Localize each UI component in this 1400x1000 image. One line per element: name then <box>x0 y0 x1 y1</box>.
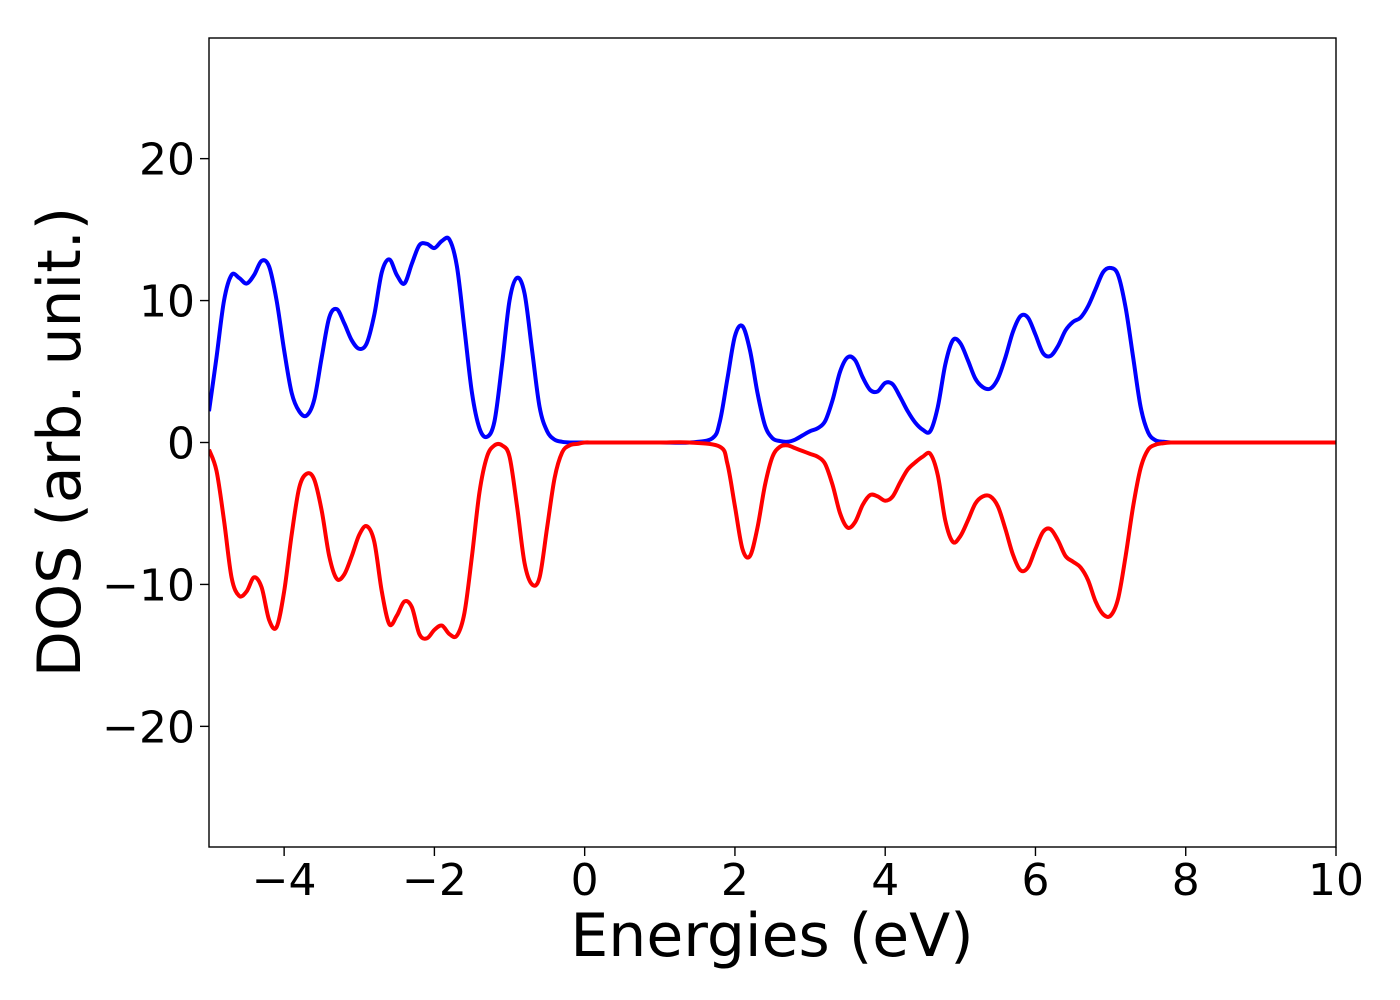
x-tick-label: 2 <box>721 855 749 906</box>
y-axis-ticks: −20 −10 0 10 20 <box>102 135 209 753</box>
series-line-1 <box>209 235 1336 445</box>
x-tick-label: 4 <box>871 855 899 906</box>
x-tick-label: 10 <box>1308 855 1364 906</box>
x-axis-ticks: −4 −2 0 2 4 6 8 10 <box>252 847 1364 906</box>
y-tick-label: −10 <box>102 560 195 611</box>
x-tick-label: −4 <box>252 855 317 906</box>
y-axis-label: DOS (arb. unit.) <box>25 207 95 677</box>
series-layer <box>209 235 1336 641</box>
x-axis-label: Energies (eV) <box>570 901 973 971</box>
x-tick-label: 6 <box>1021 855 1049 906</box>
y-tick-label: 10 <box>139 277 195 328</box>
y-tick-label: −20 <box>102 702 195 753</box>
series-line-2 <box>209 440 1336 641</box>
y-tick-label: 0 <box>167 419 195 470</box>
x-tick-label: 8 <box>1172 855 1200 906</box>
x-tick-label: 0 <box>571 855 599 906</box>
y-tick-label: 20 <box>139 135 195 186</box>
x-tick-label: −2 <box>402 855 467 906</box>
